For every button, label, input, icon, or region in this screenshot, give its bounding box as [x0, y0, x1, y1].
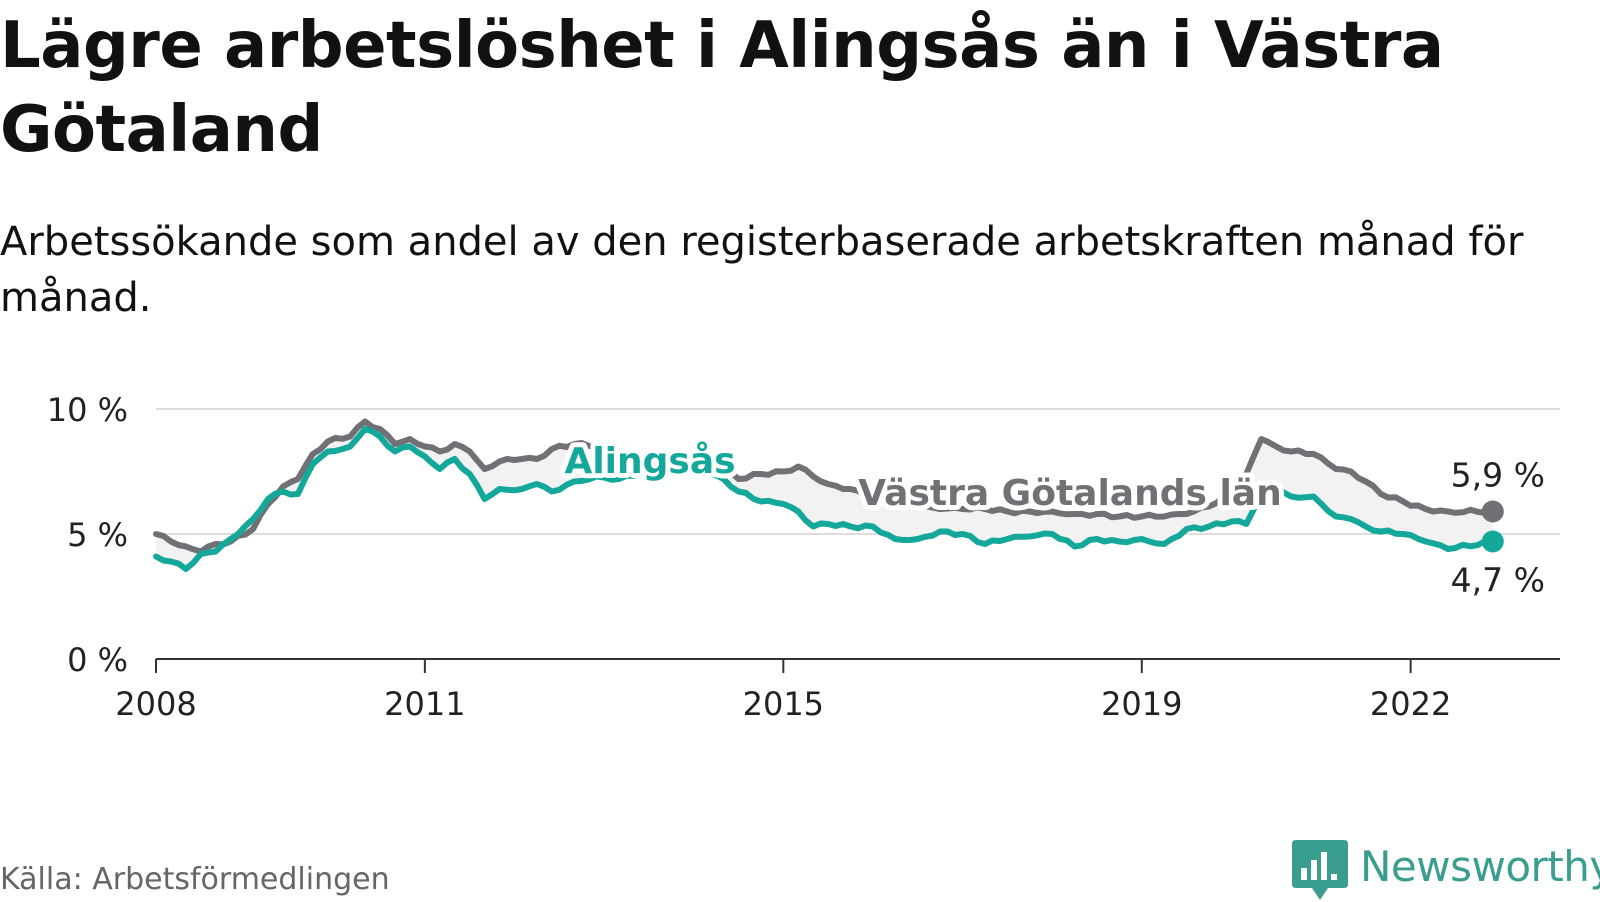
gridlines [156, 408, 1560, 535]
end-point-alingsas [1481, 530, 1504, 553]
x-tick-label: 2015 [743, 685, 824, 723]
series-label-vastra-halo: Västra Götalands län [858, 473, 1281, 514]
x-tick-label: 2019 [1101, 685, 1182, 723]
x-tick-label: 2011 [384, 685, 465, 723]
y-tick-label: 5 % [67, 516, 128, 554]
x-tick-label: 2022 [1370, 685, 1451, 723]
newsworthy-logo-icon [1292, 840, 1348, 900]
y-tick-label: 10 % [47, 391, 128, 429]
series-line-vastra [153, 418, 1496, 555]
brand-name: Newsworthy [1360, 842, 1600, 891]
x-tick-label: 2008 [115, 685, 196, 723]
y-tick-label: 0 % [67, 641, 128, 679]
axes: 0 % 5 % 10 % 2008 2011 2015 2019 2022 [47, 391, 1560, 723]
chart-title: Lägre arbetslöshet i Alingsås än i Västr… [0, 9, 1444, 167]
series-label-alingsas-halo: Alingsås [564, 441, 735, 482]
chart-subtitle: Arbetssökande som andel av den registerb… [0, 219, 1524, 321]
end-label-alingsas: 4,7 % [1451, 561, 1545, 600]
series-lines [153, 418, 1504, 572]
series-label-alingsas: Alingsås [564, 441, 735, 482]
series-line-alingsas [153, 426, 1496, 572]
difference-band [156, 421, 1493, 569]
series-label-vastra: Västra Götalands län [858, 473, 1281, 514]
end-point-vastra [1481, 500, 1504, 523]
end-label-vastra: 5,9 % [1451, 456, 1545, 495]
source-note: Källa: Arbetsförmedlingen [0, 862, 390, 897]
difference-area [156, 421, 1493, 569]
